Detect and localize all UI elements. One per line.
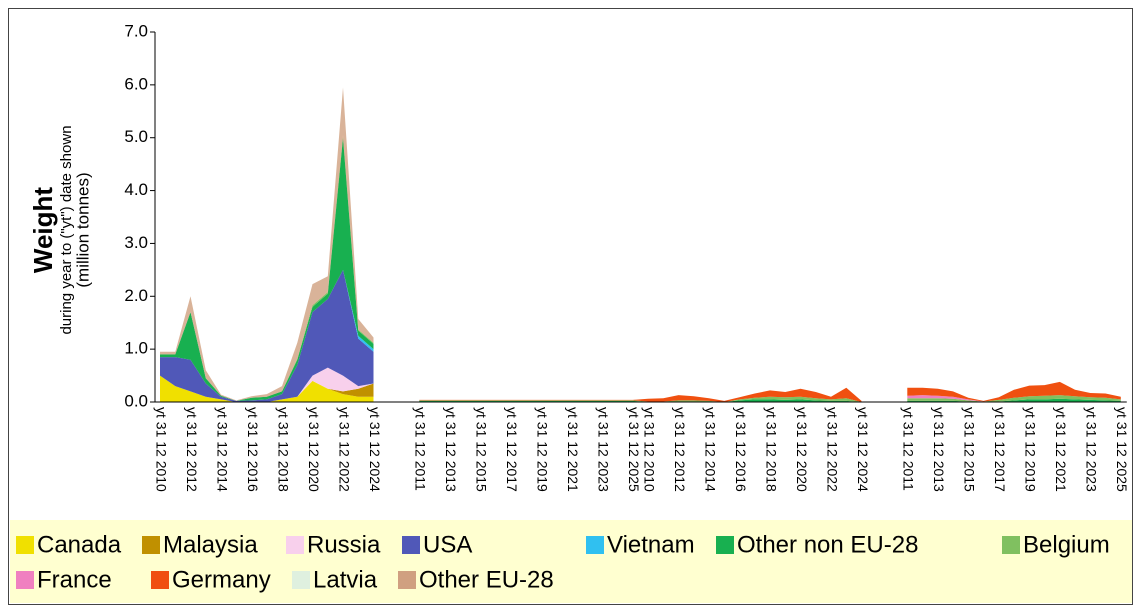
x-tick-label: yt 31 12 2022 bbox=[336, 407, 352, 492]
legend-background bbox=[10, 520, 1132, 603]
x-tick-label: yt 31 12 2016 bbox=[245, 407, 261, 492]
x-tick-label: yt 31 12 2014 bbox=[214, 407, 230, 492]
y-title: Weight bbox=[28, 187, 58, 274]
x-tick-label: yt 31 12 2014 bbox=[702, 407, 718, 492]
area bbox=[160, 269, 1121, 402]
legend-swatch bbox=[1002, 536, 1020, 554]
legend-label: USA bbox=[423, 531, 472, 558]
y-tick-label: 5.0 bbox=[124, 127, 148, 146]
legend-label: Germany bbox=[172, 566, 271, 593]
x-tick-label: yt 31 12 2013 bbox=[443, 407, 459, 492]
area bbox=[160, 137, 1121, 402]
y-subtitle: during year to ("yt") date shown bbox=[58, 125, 75, 334]
legend-label: Malaysia bbox=[163, 531, 258, 558]
x-tick-label: yt 31 12 2019 bbox=[535, 407, 551, 492]
legend-label: Canada bbox=[37, 531, 122, 558]
frame bbox=[8, 8, 1133, 605]
legend-swatch bbox=[16, 571, 34, 589]
x-tick-label: yt 31 12 2015 bbox=[474, 407, 490, 492]
x-tick-label: yt 31 12 2025 bbox=[1114, 407, 1130, 492]
x-tick-label: yt 31 12 2017 bbox=[992, 407, 1008, 492]
y-unit: (million tonnes) bbox=[73, 172, 92, 287]
x-tick-label: yt 31 12 2012 bbox=[672, 407, 688, 492]
x-tick-label: yt 31 12 2023 bbox=[596, 407, 612, 492]
x-tick-label: yt 31 12 2025 bbox=[626, 407, 642, 492]
x-tick-label: yt 31 12 2021 bbox=[565, 407, 581, 492]
x-tick-label: yt 31 12 2011 bbox=[901, 407, 917, 491]
legend-label: France bbox=[37, 566, 112, 593]
x-tick-label: yt 31 12 2021 bbox=[1053, 407, 1069, 492]
legend-label: Other EU-28 bbox=[419, 566, 554, 593]
area bbox=[160, 87, 1121, 401]
x-tick-label: yt 31 12 2022 bbox=[824, 407, 840, 492]
legend-swatch bbox=[142, 536, 160, 554]
y-tick-label: 1.0 bbox=[124, 339, 148, 358]
y-tick-label: 3.0 bbox=[124, 233, 148, 252]
x-tick-label: yt 31 12 2011 bbox=[413, 407, 429, 491]
legend-swatch bbox=[292, 571, 310, 589]
legend-label: Vietnam bbox=[607, 531, 695, 558]
legend-swatch bbox=[402, 536, 420, 554]
legend-swatch bbox=[286, 536, 304, 554]
x-tick-label: yt 31 12 2023 bbox=[1084, 407, 1100, 492]
x-tick-label: yt 31 12 2024 bbox=[855, 407, 871, 492]
x-tick-label: yt 31 12 2020 bbox=[306, 407, 322, 492]
x-tick-label: yt 31 12 2013 bbox=[931, 407, 947, 492]
y-tick-label: 2.0 bbox=[124, 286, 148, 305]
x-tick-label: yt 31 12 2016 bbox=[733, 407, 749, 492]
legend-label: Other non EU-28 bbox=[737, 531, 918, 558]
legend-swatch bbox=[151, 571, 169, 589]
x-tick-label: yt 31 12 2018 bbox=[763, 407, 779, 492]
x-tick-label: yt 31 12 2012 bbox=[184, 407, 200, 492]
x-tick-label: yt 31 12 2010 bbox=[153, 407, 169, 492]
x-tick-label: yt 31 12 2018 bbox=[275, 407, 291, 492]
x-tick-label: yt 31 12 2020 bbox=[794, 407, 810, 492]
y-tick-label: 0.0 bbox=[124, 391, 148, 410]
area bbox=[160, 367, 1121, 402]
legend-swatch bbox=[398, 571, 416, 589]
legend-swatch bbox=[716, 536, 734, 554]
x-tick-label: yt 31 12 2015 bbox=[962, 407, 978, 492]
legend-swatch bbox=[586, 536, 604, 554]
y-axis-title: Weight during year to ("yt") date shown … bbox=[28, 125, 93, 334]
x-tick-label: yt 31 12 2024 bbox=[367, 407, 383, 492]
legend-swatch bbox=[16, 536, 34, 554]
y-tick-label: 7.0 bbox=[124, 21, 148, 40]
legend-label: Latvia bbox=[313, 566, 378, 593]
legend-label: Belgium bbox=[1023, 531, 1110, 558]
x-tick-label: yt 31 12 2017 bbox=[504, 407, 520, 492]
x-tick-label: yt 31 12 2010 bbox=[641, 407, 657, 492]
y-tick-label: 6.0 bbox=[124, 74, 148, 93]
legend-label: Russia bbox=[307, 531, 381, 558]
y-tick-label: 4.0 bbox=[124, 180, 148, 199]
x-tick-label: yt 31 12 2019 bbox=[1023, 407, 1039, 492]
